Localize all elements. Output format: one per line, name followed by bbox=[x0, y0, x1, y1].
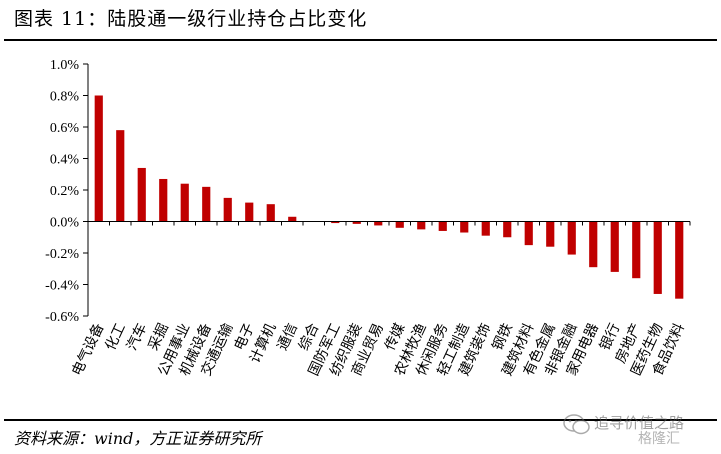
bar bbox=[331, 221, 340, 224]
bar bbox=[481, 221, 490, 236]
x-tick-label: 化工 bbox=[103, 321, 129, 353]
y-tick-label: 0.8% bbox=[50, 90, 80, 105]
bar bbox=[159, 178, 168, 222]
y-tick-label: 0.6% bbox=[50, 121, 80, 136]
bar bbox=[223, 197, 232, 222]
bar bbox=[546, 221, 555, 247]
bar bbox=[245, 202, 254, 222]
bar bbox=[137, 167, 146, 222]
bar bbox=[610, 221, 619, 272]
bar bbox=[567, 221, 576, 255]
bar bbox=[438, 221, 447, 231]
y-tick-label: 1.0% bbox=[50, 58, 80, 73]
bar bbox=[675, 221, 684, 299]
bar bbox=[266, 204, 275, 222]
y-tick-label: 0.2% bbox=[50, 184, 80, 199]
y-tick-label: -0.6% bbox=[45, 310, 79, 325]
figure-title: 图表 11：陆股通一级行业持仓占比变化 bbox=[14, 8, 368, 30]
bar-chart: 1.0% 0.8% 0.6% 0.4% 0.2% 0.0% -0.2% -0.4% -0.6%电… bbox=[45, 58, 691, 379]
y-tick-label: -0.2% bbox=[45, 247, 79, 262]
bar bbox=[374, 221, 383, 226]
y-tick-label: 0.4% bbox=[50, 153, 80, 168]
bar bbox=[288, 216, 297, 222]
y-tick-label: 0.0% bbox=[50, 216, 80, 231]
bar bbox=[352, 221, 361, 224]
watermark-brand: 格隆汇 bbox=[638, 431, 680, 447]
bar bbox=[180, 183, 189, 222]
x-tick-label: 电气设备 bbox=[68, 321, 107, 379]
source-divider bbox=[4, 419, 717, 421]
bar bbox=[632, 221, 641, 279]
bar bbox=[524, 221, 533, 246]
bar bbox=[116, 130, 125, 222]
bar bbox=[417, 221, 426, 230]
bar bbox=[589, 221, 598, 268]
title-divider bbox=[4, 39, 717, 41]
bar bbox=[395, 221, 404, 228]
watermark-text: 追寻价值之路 bbox=[594, 414, 685, 432]
x-tick-label: 汽车 bbox=[123, 321, 150, 354]
y-tick-label: -0.4% bbox=[45, 279, 79, 294]
bar bbox=[503, 221, 512, 238]
bar bbox=[460, 221, 469, 233]
bar bbox=[94, 95, 103, 222]
bar bbox=[202, 186, 211, 222]
watermark: 追寻价值之路 格隆汇 bbox=[560, 410, 712, 448]
source-note: 资料来源：wind，方正证券研究所 bbox=[14, 429, 262, 448]
bar bbox=[653, 221, 662, 294]
wechat-icon bbox=[563, 414, 590, 435]
x-tick-label: 通信 bbox=[275, 321, 301, 353]
